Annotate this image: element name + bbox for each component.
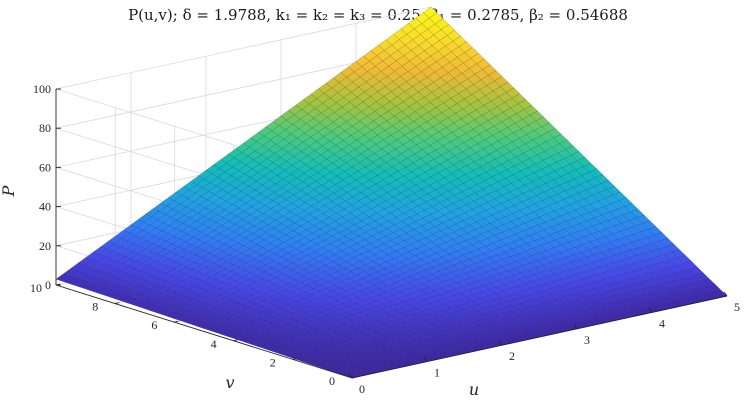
u-axis-line (351, 295, 728, 379)
surface-mesh (55, 6, 728, 379)
v-tick-label: 8 (92, 300, 98, 314)
u-tick-mark (573, 324, 578, 330)
z-tick-label: 0 (45, 278, 51, 292)
u-tick-mark (498, 340, 503, 346)
u-tick-label: 0 (359, 382, 365, 396)
y-axis-label: v (225, 373, 234, 392)
u-tick-mark (348, 373, 353, 379)
v-tick-mark (292, 357, 297, 360)
v-tick-label: 0 (329, 374, 335, 388)
u-tick-label: 3 (584, 333, 590, 347)
chart-title: P(u,v); δ = 1.9788, k₁ = k₂ = k₃ = 0.25,… (128, 6, 628, 24)
v-axis-line (55, 284, 353, 379)
u-tick-mark (423, 357, 428, 362)
v-tick-label: 2 (270, 355, 276, 369)
u-tick-mark (648, 308, 653, 313)
v-tick-mark (174, 320, 179, 323)
v-tick-label: 6 (151, 318, 157, 332)
v-tick-mark (115, 302, 120, 305)
z-tick-label: 20 (39, 239, 51, 253)
v-tick-mark (55, 283, 61, 286)
z-tick-label: 60 (39, 160, 51, 174)
u-tick-label: 4 (659, 316, 665, 330)
u-tick-label: 1 (434, 366, 440, 380)
x-axis-label: u (469, 380, 479, 399)
z-tick-label: 100 (33, 82, 51, 96)
z-axis-label: P (0, 185, 18, 197)
v-tick-mark (233, 339, 238, 342)
v-tick-label: 4 (211, 337, 217, 351)
z-tick-label: 80 (39, 121, 51, 135)
v-tick-mark (351, 376, 357, 379)
v-tick-label: 10 (30, 281, 42, 295)
u-tick-mark (723, 291, 728, 297)
z-tick-label: 40 (39, 200, 51, 214)
u-tick-label: 2 (509, 349, 515, 363)
u-tick-label: 5 (734, 300, 740, 314)
